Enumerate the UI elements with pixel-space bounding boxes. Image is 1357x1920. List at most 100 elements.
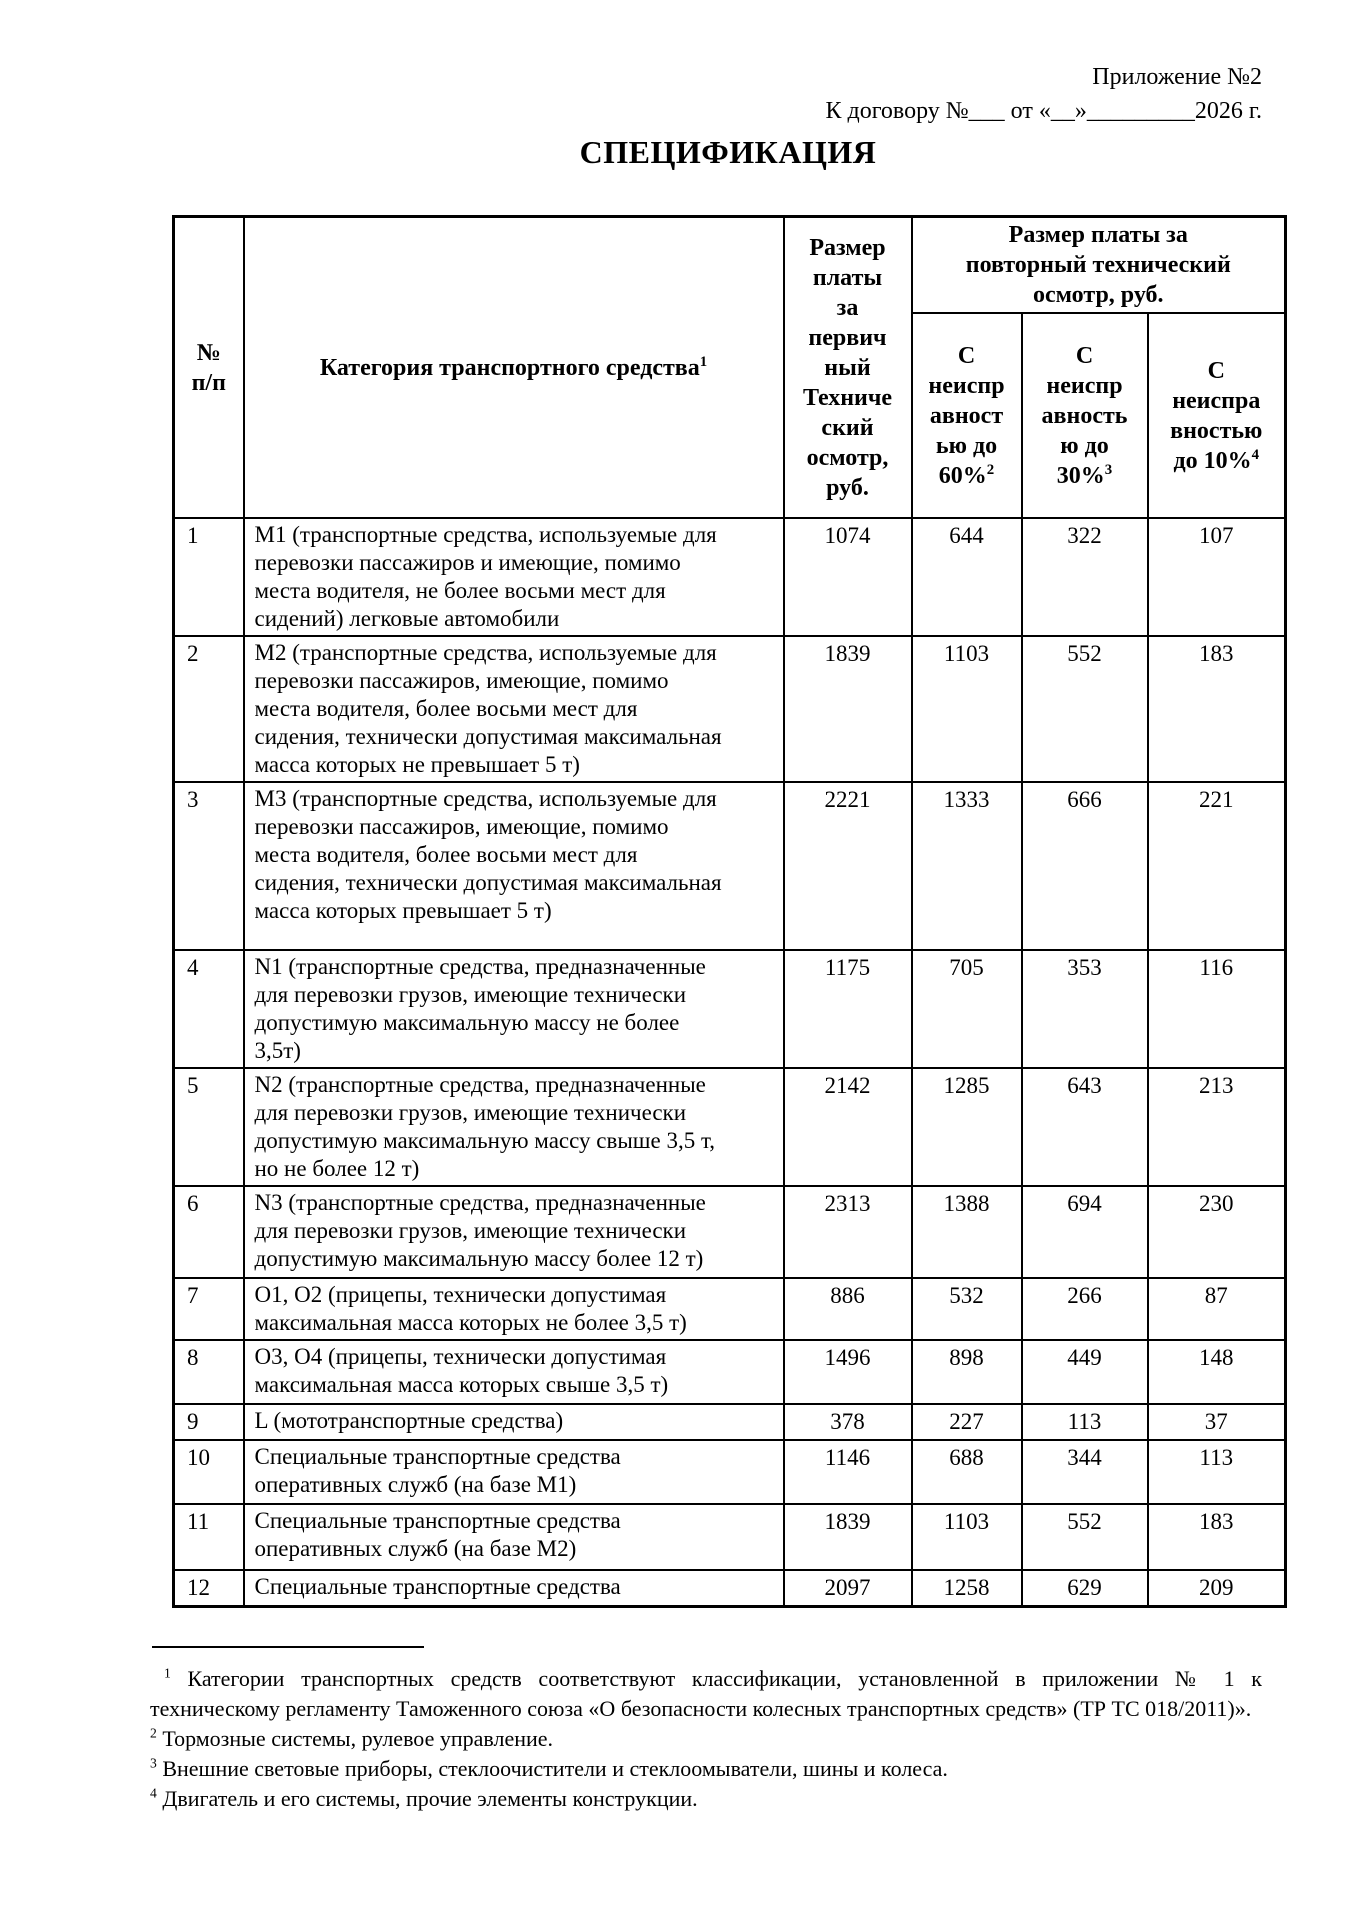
fee-60-cell: 532 [910,1277,1023,1341]
row-number-cell: 12 [172,1569,245,1608]
initial-fee-cell: 1839 [782,635,913,783]
row-number-cell: 5 [172,1067,245,1187]
fee-60-cell: 1333 [910,781,1023,951]
footnote-mark: 3 [150,1755,157,1771]
header-fault-60: С неиспр авност ью до 60%2 [910,312,1023,519]
fee-60-cell: 1285 [910,1067,1023,1187]
header-category: Категория транспортного средства1 [242,215,785,519]
header-category-footnote-mark: 1 [699,353,708,370]
fee-60-cell: 688 [910,1439,1023,1505]
row-number-cell: 3 [172,781,245,951]
initial-fee-cell: 1074 [782,517,913,637]
category-cell: Специальные транспортные средства [242,1569,785,1608]
fee-60-cell: 898 [910,1339,1023,1405]
fee-30-cell: 113 [1020,1403,1149,1441]
header-repeat-inspection-fee-group: Размер платы за повторный технический ос… [910,215,1287,314]
category-cell: О3, О4 (прицепы, технически допустимая м… [242,1339,785,1405]
header-fault-10-label: С неиспра вностью до 10% [1170,357,1263,474]
document-header: Приложение №2 К договору №___ от «__»___… [0,0,1357,128]
header-initial-inspection-fee: Размер платы за первич ный Техниче ский … [782,215,913,519]
row-number-cell: 9 [172,1403,245,1441]
category-cell: О1, О2 (прицепы, технически допустимая м… [242,1277,785,1341]
fee-30-cell: 552 [1020,1503,1149,1571]
fee-30-cell: 322 [1020,517,1149,637]
row-number-cell: 8 [172,1339,245,1405]
footnote-item: 4 Двигатель и его системы, прочие элемен… [150,1784,1262,1814]
header-fault-60-footnote-mark: 2 [986,461,995,478]
table-row: 4 N1 (транспортные средства, предназначен… [172,949,1287,1069]
fee-10-cell: 107 [1146,517,1287,637]
fee-10-cell: 148 [1146,1339,1287,1405]
category-cell: Специальные транспортные средства операт… [242,1503,785,1571]
footnote-mark: 2 [150,1725,157,1741]
document-title: СПЕЦИФИКАЦИЯ [579,134,877,170]
fee-30-cell: 629 [1020,1569,1149,1608]
initial-fee-cell: 2313 [782,1185,913,1279]
row-number-cell: 11 [172,1503,245,1571]
row-number-cell: 6 [172,1185,245,1279]
footnote-item: 3 Внешние световые приборы, стеклоочисти… [150,1754,1262,1784]
fee-60-cell: 1388 [910,1185,1023,1279]
table-header: № п/п Категория транспортного средства1 … [172,215,1287,519]
initial-fee-cell: 1496 [782,1339,913,1405]
row-number-cell: 4 [172,949,245,1069]
fee-60-cell: 705 [910,949,1023,1069]
fee-10-cell: 183 [1146,1503,1287,1571]
category-cell: N3 (транспортные средства, предназначенн… [242,1185,785,1279]
fee-30-cell: 353 [1020,949,1149,1069]
fee-10-cell: 213 [1146,1067,1287,1187]
fee-10-cell: 37 [1146,1403,1287,1441]
fee-30-cell: 643 [1020,1067,1149,1187]
header-fault-10: С неиспра вностью до 10%4 [1146,312,1287,519]
initial-fee-cell: 2221 [782,781,913,951]
fee-60-cell: 1103 [910,1503,1023,1571]
title-wrap: СПЕЦИФИКАЦИЯ [172,134,1284,171]
footnote-mark: 4 [150,1785,157,1801]
fee-10-cell: 209 [1146,1569,1287,1608]
initial-fee-cell: 2142 [782,1067,913,1187]
footnotes: 1 Категории транспортных средств соответ… [150,1646,1262,1814]
table-row: 10 Специальные транспортные средства опер… [172,1439,1287,1505]
category-cell: L (мототранспортные средства) [242,1403,785,1441]
footnote-item: 2 Тормозные системы, рулевое управление. [150,1724,1262,1754]
fee-30-cell: 552 [1020,635,1149,783]
row-number-cell: 1 [172,517,245,637]
footnote-mark: 1 [164,1665,171,1681]
header-category-label: Категория транспортного средства [319,354,700,381]
header-row-top: № п/п Категория транспортного средства1 … [172,215,1287,519]
table-body: 1 М1 (транспортные средства, используемые… [172,517,1287,1608]
fee-10-cell: 230 [1146,1185,1287,1279]
fee-30-cell: 694 [1020,1185,1149,1279]
table-row: 12 Специальные транспортные средства 2097 1… [172,1569,1287,1608]
table-row: 8 О3, О4 (прицепы, технически допустимая … [172,1339,1287,1405]
fee-30-cell: 266 [1020,1277,1149,1341]
table-row: 5 N2 (транспортные средства, предназначен… [172,1067,1287,1187]
initial-fee-cell: 1175 [782,949,913,1069]
category-cell: N2 (транспортные средства, предназначенн… [242,1067,785,1187]
category-cell: М3 (транспортные средства, используемые … [242,781,785,951]
fee-10-cell: 221 [1146,781,1287,951]
fee-60-cell: 227 [910,1403,1023,1441]
fee-60-cell: 1103 [910,635,1023,783]
fee-10-cell: 183 [1146,635,1287,783]
fee-10-cell: 116 [1146,949,1287,1069]
header-fault-10-footnote-mark: 4 [1251,446,1260,463]
header-row-sub: С неиспр авност ью до 60%2 С неиспр авно… [174,312,1287,519]
specification-table: № п/п Категория транспортного средства1 … [172,215,1288,1608]
category-cell: Специальные транспортные средства операт… [242,1439,785,1505]
table-row: 2 М2 (транспортные средства, используемые… [172,635,1287,783]
header-fault-30: С неиспр авность ю до 30%3 [1020,312,1149,519]
row-number-cell: 2 [172,635,245,783]
initial-fee-cell: 886 [782,1277,913,1341]
initial-fee-cell: 1839 [782,1503,913,1571]
table-row: 3 М3 (транспортные средства, используемые… [172,781,1287,951]
fee-30-cell: 666 [1020,781,1149,951]
fee-60-cell: 1258 [910,1569,1023,1608]
table-row: 1 М1 (транспортные средства, используемые… [172,517,1287,637]
fee-10-cell: 87 [1146,1277,1287,1341]
category-cell: М1 (транспортные средства, используемые … [242,517,785,637]
footnote-text: Внешние световые приборы, стеклоочистите… [162,1756,948,1781]
footnote-text: Категории транспортных средств соответст… [150,1666,1262,1721]
initial-fee-cell: 1146 [782,1439,913,1505]
